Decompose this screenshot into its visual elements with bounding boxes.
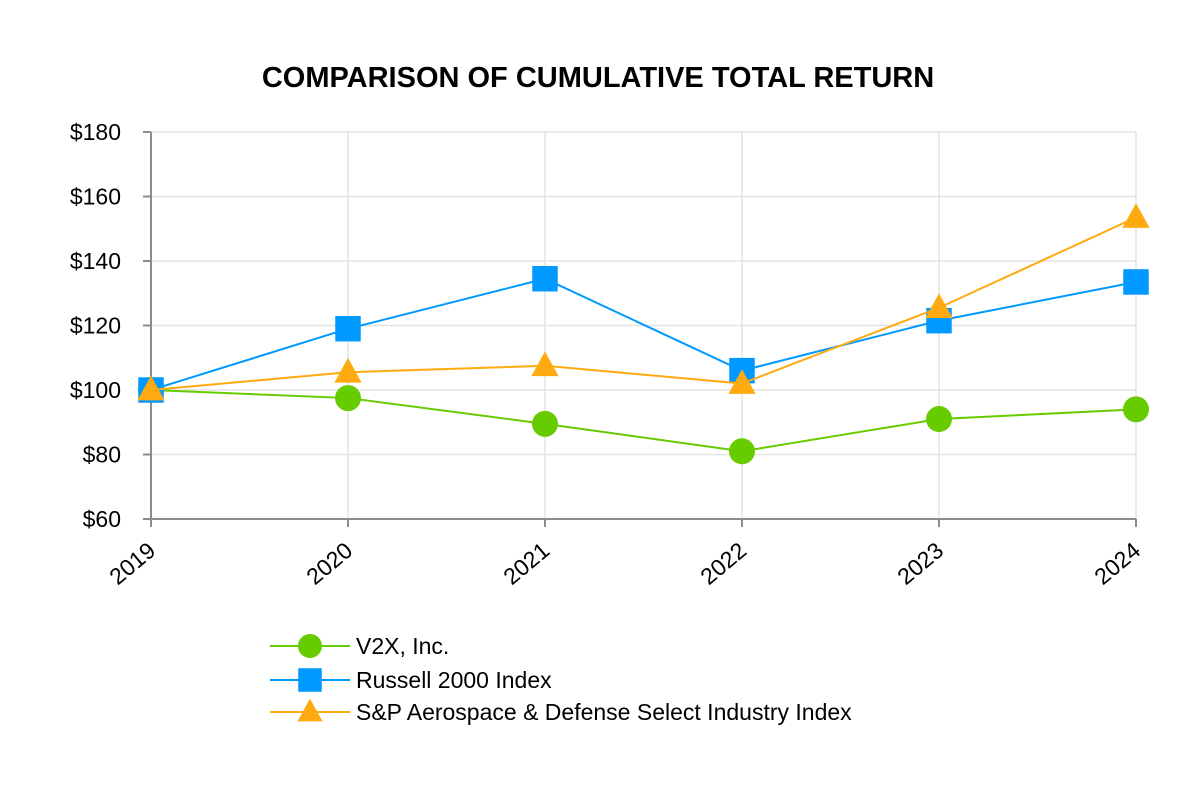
data-point [335,315,361,342]
chart-title: COMPARISON OF CUMULATIVE TOTAL RETURN [262,62,934,94]
data-point [335,385,361,412]
series-1 [138,377,1149,465]
data-point [1123,396,1149,423]
y-tick-label: $100 [70,377,121,403]
data-point [1122,203,1150,228]
data-point [531,351,559,377]
x-tick-label: 2024 [1089,537,1145,590]
y-tick-label: $80 [83,442,121,468]
legend-item-1: V2X, Inc. [270,633,449,659]
legend: V2X, Inc. Russell 2000 Index S&P Aerospace… [270,633,852,725]
data-point [334,357,362,383]
series-layer [137,203,1150,465]
series-line [150,216,1137,391]
y-tick-label: $180 [70,119,121,145]
x-tick-label: 2021 [498,537,554,590]
data-point [925,293,953,319]
legend-marker [298,634,322,658]
data-point [137,375,165,401]
data-point [728,369,756,394]
series-line [150,389,1137,453]
data-point [532,265,558,292]
legend-item-2: Russell 2000 Index [270,667,552,693]
legend-marker [298,668,322,692]
legend-label: S&P Aerospace & Defense Select Industry … [356,699,852,725]
legend-marker [297,698,323,722]
y-tick-label: $160 [70,184,121,210]
axis-layer: $60 $80 $100 $120 $140 $160 $180 2019 2020 2021 20… [70,119,1146,590]
y-tick-label: $140 [70,248,121,274]
data-point [1123,269,1149,295]
x-tick-label: 2022 [695,537,751,590]
y-tick-label: $120 [70,313,121,339]
x-tick-label: 2023 [892,537,948,590]
data-point [532,410,558,437]
data-point [926,406,952,433]
legend-item-3: S&P Aerospace & Defense Select Industry … [270,698,852,725]
legend-label: Russell 2000 Index [356,667,552,693]
data-point [729,438,755,465]
series-2 [138,265,1149,403]
series-3 [137,203,1150,401]
x-tick-label: 2020 [301,537,357,590]
x-tick-label: 2019 [104,537,160,590]
legend-label: V2X, Inc. [356,633,449,659]
series-line [150,277,1137,391]
y-tick-label: $60 [83,506,121,532]
